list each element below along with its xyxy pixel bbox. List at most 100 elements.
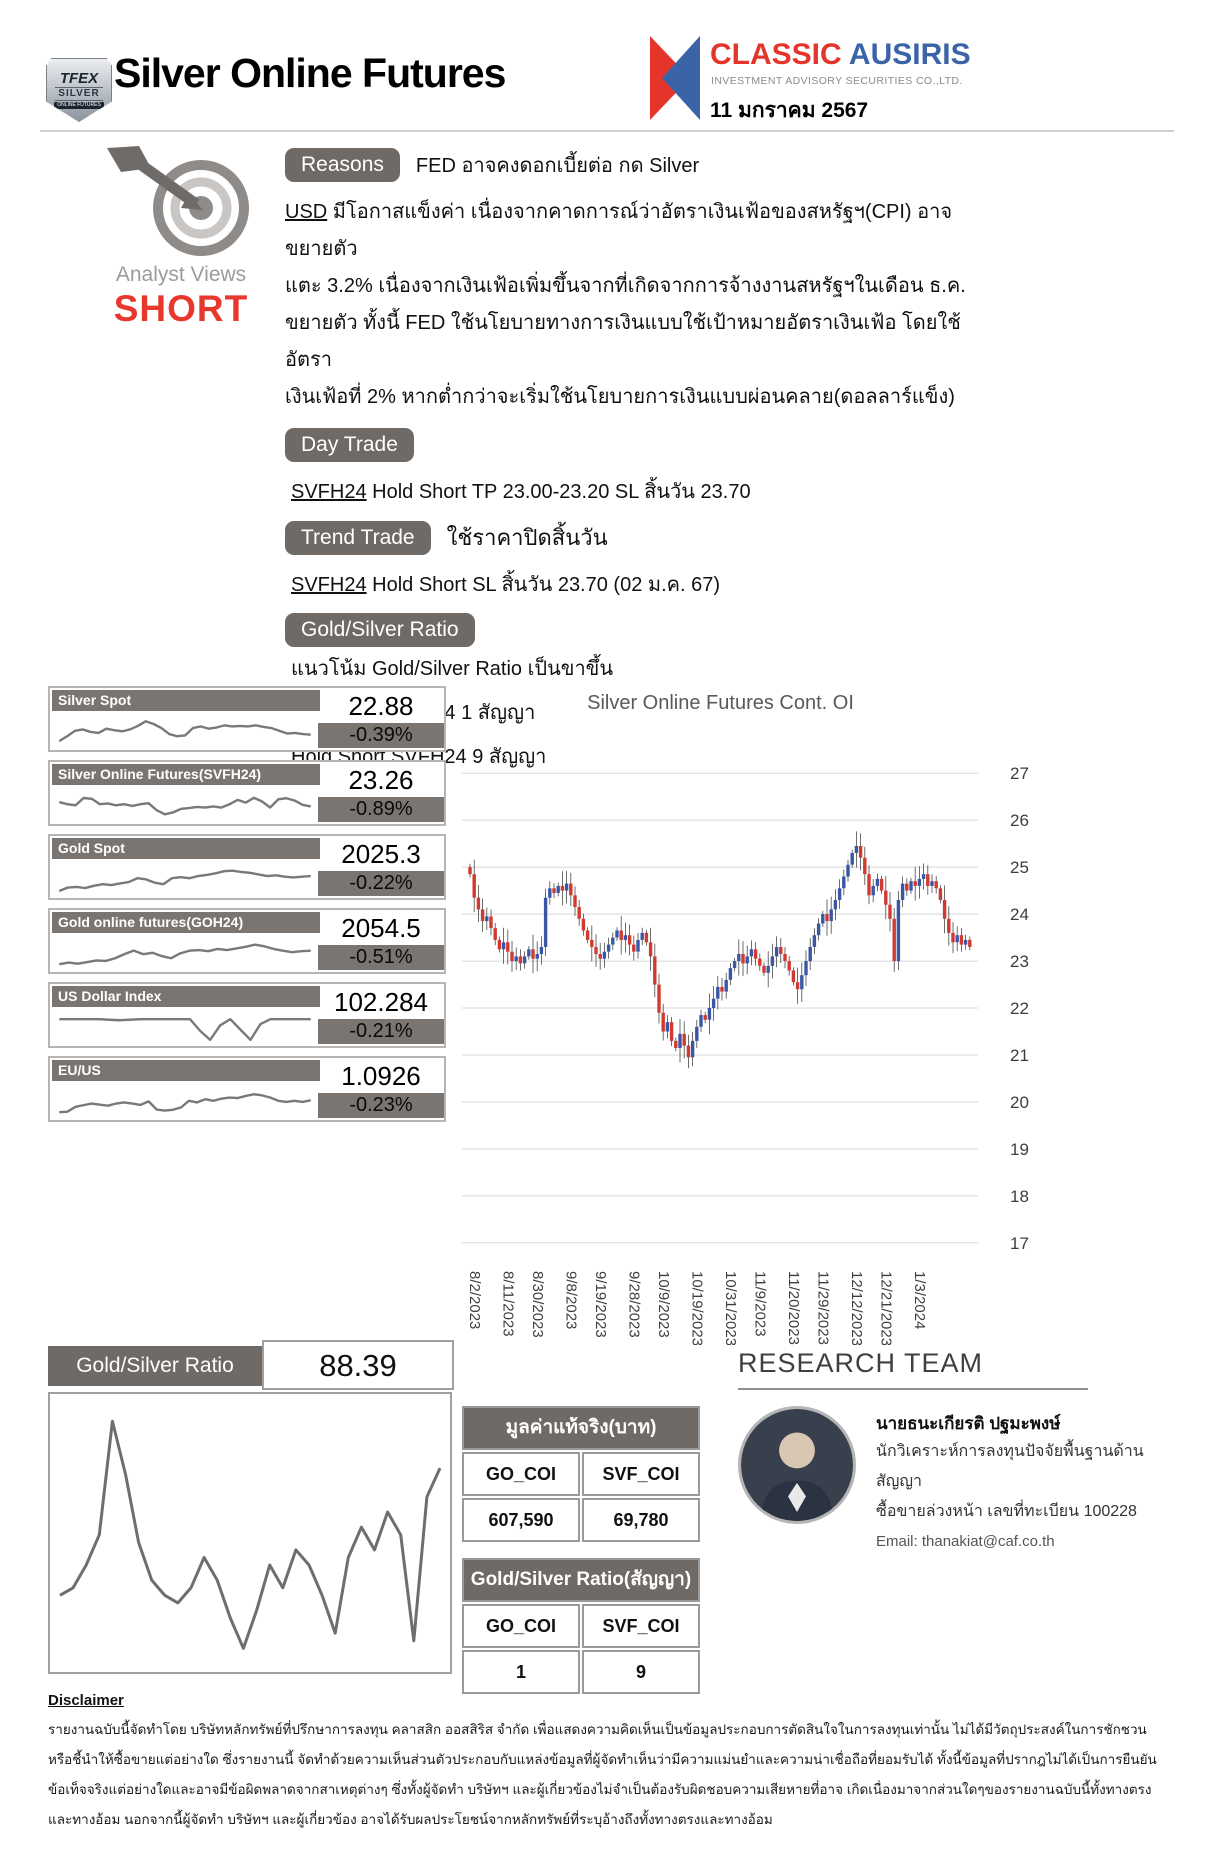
trend-trade-badge: Trend Trade <box>285 520 431 555</box>
analyst-name: นายธนะเกียรติ ปฐมะพงษ์ <box>876 1414 1061 1433</box>
tile-label: Silver Spot <box>52 690 320 711</box>
disclaimer-line: หรือชี้นำให้ซื้อขายแต่อย่างใด ซึ่งรายงาน… <box>48 1752 1157 1767</box>
table-col-header: GO_COI <box>462 1452 580 1496</box>
tile-change: -0.39% <box>318 723 444 748</box>
day-trade-symbol: SVFH24 <box>291 481 367 503</box>
table-col-header: GO_COI <box>462 1604 580 1648</box>
ratio-contracts-table: Gold/Silver Ratio(สัญญา) GO_COI SVF_COI … <box>462 1558 700 1694</box>
svg-text:23: 23 <box>1010 952 1029 971</box>
tile-change: -0.21% <box>318 1019 444 1044</box>
intrinsic-value-table: มูลค่าแท้จริง(บาท) GO_COI SVF_COI 607,59… <box>462 1406 700 1542</box>
disclaimer-section: Disclaimer รายงานฉบับนี้จัดทำโดย บริษัทห… <box>48 1692 1176 1835</box>
market-tiles: Silver Spot 22.88 -0.39% Silver Online F… <box>48 686 446 1130</box>
table-cell: 9 <box>582 1650 700 1694</box>
coi-tables: มูลค่าแท้จริง(บาท) GO_COI SVF_COI 607,59… <box>462 1398 700 1694</box>
svg-text:21: 21 <box>1010 1046 1029 1065</box>
svg-text:12/12/2023: 12/12/2023 <box>848 1271 865 1345</box>
tile-change: -0.51% <box>318 945 444 970</box>
classic-ausiris-logo-icon <box>648 32 702 129</box>
analyst-details: นายธนะเกียรติ ปฐมะพงษ์ นักวิเคราะห์การลง… <box>876 1406 1183 1550</box>
disclaimer-line: รายงานฉบับนี้จัดทำโดย บริษัทหลักทรัพย์ที… <box>48 1722 1147 1737</box>
svg-text:22: 22 <box>1010 999 1029 1018</box>
trend-trade-text: Hold Short SL สิ้นวัน 23.70 (02 ม.ค. 67) <box>366 574 721 596</box>
table-title: Gold/Silver Ratio(สัญญา) <box>462 1558 700 1602</box>
table-cell: 69,780 <box>582 1498 700 1542</box>
svg-text:12/21/2023: 12/21/2023 <box>878 1271 895 1345</box>
day-trade-text: Hold Short TP 23.00-23.20 SL สิ้นวัน 23.… <box>366 481 751 503</box>
tile-silver-futures: Silver Online Futures(SVFH24) 23.26 -0.8… <box>48 760 446 826</box>
tile-change: -0.89% <box>318 797 444 822</box>
svg-text:20: 20 <box>1010 1093 1029 1112</box>
tile-label: EU/US <box>52 1060 320 1081</box>
tile-value: 22.88 <box>348 691 414 721</box>
tile-eu-us: EU/US 1.0926 -0.23% <box>48 1056 446 1122</box>
svg-text:10/9/2023: 10/9/2023 <box>655 1271 672 1338</box>
sparkline-icon <box>54 862 316 894</box>
svg-text:19: 19 <box>1010 1140 1029 1159</box>
tile-value: 2025.3 <box>341 839 421 869</box>
brand-block: CLASSIC AUSIRIS INVESTMENT ADVISORY SECU… <box>648 28 978 128</box>
tile-value: 1.0926 <box>341 1061 421 1091</box>
reasons-line2: แตะ 3.2% เนื่องจากเงินเฟ้อเพิ่มขึ้นจากที… <box>285 275 966 297</box>
sparkline-icon <box>54 1010 316 1042</box>
reasons-headline: FED อาจคงดอกเบี้ยต่อ กด Silver <box>415 155 700 177</box>
tile-gold-spot: Gold Spot 2025.3 -0.22% <box>48 834 446 900</box>
disclaimer-line: ข้อเท็จจริงแต่อย่างใดและอาจมีข้อผิดพลาดจ… <box>48 1782 1152 1797</box>
svg-text:9/19/2023: 9/19/2023 <box>592 1271 609 1338</box>
research-team-divider <box>738 1388 1088 1390</box>
analyst-views-label: Analyst Views <box>115 263 247 286</box>
tfex-badge-line3: ONLINE FUTURES <box>54 102 104 109</box>
sparkline-icon <box>54 714 316 746</box>
svg-text:9/28/2023: 9/28/2023 <box>626 1271 643 1338</box>
tile-label: US Dollar Index <box>52 986 320 1007</box>
svg-text:18: 18 <box>1010 1187 1029 1206</box>
svg-text:8/2/2023: 8/2/2023 <box>466 1271 483 1329</box>
tile-label: Silver Online Futures(SVFH24) <box>52 764 320 785</box>
analyst-view-block: Analyst Views SHORT <box>86 146 276 330</box>
tile-change: -0.23% <box>318 1093 444 1118</box>
disclaimer-line: และทางอ้อม นอกจากนี้ผู้จัดทำ บริษัทฯ และ… <box>48 1812 773 1827</box>
day-trade-badge: Day Trade <box>285 428 414 462</box>
tfex-badge-line2: SILVER <box>55 87 103 101</box>
reasons-line3: ขยายตัว ทั้งนี้ FED ใช้นโยบายทางการเงินแ… <box>285 312 961 371</box>
analyst-email: Email: thanakiat@caf.co.th <box>876 1533 1055 1550</box>
ratio-line-chart <box>48 1392 452 1674</box>
table-col-header: SVF_COI <box>582 1452 700 1496</box>
table-cell: 607,590 <box>462 1498 580 1542</box>
tile-label: Gold Spot <box>52 838 320 859</box>
svg-text:24: 24 <box>1010 905 1029 924</box>
sparkline-icon <box>54 936 316 968</box>
tile-label: Gold online futures(GOH24) <box>52 912 320 933</box>
analyst-role-1: นักวิเคราะห์การลงทุนปัจจัยพื้นฐานด้านสัญ… <box>876 1443 1144 1490</box>
disclaimer-title: Disclaimer <box>48 1692 124 1709</box>
reasons-paragraph: USD มีโอกาสแข็งค่า เนื่องจากคาดการณ์ว่าอ… <box>285 194 1000 416</box>
reasons-line4: เงินเฟ้อที่ 2% หากต่ำกว่าจะเริ่มใช้นโยบา… <box>285 386 955 408</box>
tile-silver-spot: Silver Spot 22.88 -0.39% <box>48 686 446 752</box>
tile-value: 102.284 <box>334 987 428 1017</box>
tile-value: 23.26 <box>348 765 414 795</box>
svg-text:8/11/2023: 8/11/2023 <box>500 1271 517 1337</box>
tile-value: 2054.5 <box>341 913 421 943</box>
trend-trade-line: SVFH24 Hold Short SL สิ้นวัน 23.70 (02 ม… <box>291 568 1000 600</box>
table-cell: 1 <box>462 1650 580 1694</box>
brand-name: CLASSIC AUSIRIS <box>710 38 971 72</box>
svg-text:1/3/2024: 1/3/2024 <box>911 1271 928 1329</box>
tile-gold-futures: Gold online futures(GOH24) 2054.5 -0.51% <box>48 908 446 974</box>
analyst-view-value: SHORT <box>113 288 249 329</box>
research-team-section: RESEARCH TEAM นายธนะเกียรติ ปฐมะพงษ์ นัก… <box>738 1348 1183 1550</box>
svg-text:10/31/2023: 10/31/2023 <box>722 1271 739 1345</box>
candlestick-plot: 27 26 25 24 23 22 21 20 19 18 17 8/2/2023 8/11/2023 8… <box>462 764 1029 1346</box>
svg-text:26: 26 <box>1010 811 1029 830</box>
day-trade-line: SVFH24 Hold Short TP 23.00-23.20 SL สิ้น… <box>291 475 1000 507</box>
candlestick-chart: Silver Online Futures Cont. OI 27 26 25 24 2… <box>448 692 1073 1347</box>
target-dart-icon <box>107 146 249 256</box>
table-title: มูลค่าแท้จริง(บาท) <box>462 1406 700 1450</box>
tfex-badge-line1: TFEX <box>59 70 99 87</box>
sparkline-icon <box>54 788 316 820</box>
gsr-line: แนวโน้ม Gold/Silver Ratio เป็นขาขึ้น <box>291 658 614 680</box>
analysis-content: Reasons FED อาจคงดอกเบี้ยต่อ กด Silver U… <box>285 148 1000 779</box>
research-team-heading: RESEARCH TEAM <box>738 1348 984 1378</box>
header-divider <box>40 130 1174 132</box>
trend-trade-symbol: SVFH24 <box>291 574 367 596</box>
